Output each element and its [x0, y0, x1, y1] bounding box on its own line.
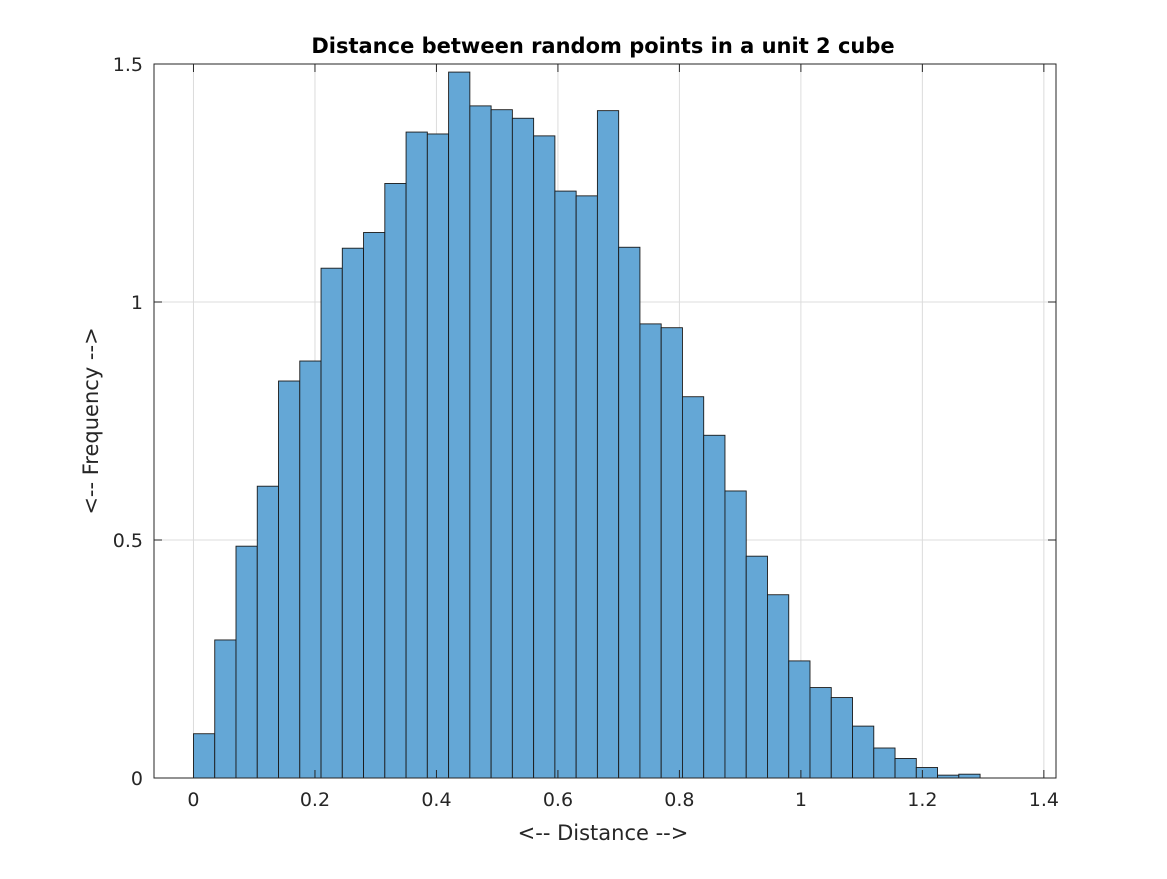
histogram-bar [681, 396, 705, 779]
histogram-bars [193, 71, 981, 779]
y-tick-label: 1.5 [113, 54, 143, 76]
histogram-bar [490, 109, 513, 779]
x-tick-label: 0.4 [421, 789, 451, 811]
histogram-bar [639, 323, 662, 779]
histogram-bar [469, 105, 492, 779]
histogram-bar [554, 190, 577, 779]
histogram-bar [193, 733, 216, 779]
x-tick-label: 1 [795, 789, 807, 811]
histogram-bar [618, 246, 641, 779]
y-tick-label: 0.5 [113, 530, 143, 552]
histogram-bar [426, 133, 450, 779]
x-tick-label: 0.8 [664, 789, 694, 811]
histogram-bar [915, 767, 939, 779]
chart-title: Distance between random points in a unit… [311, 34, 894, 58]
histogram-bar [596, 110, 620, 779]
histogram-bar [341, 247, 365, 779]
y-tick-labels: 0 0.5 1 1.5 [113, 54, 143, 790]
histogram-bar [256, 485, 279, 779]
histogram-bar [448, 71, 471, 779]
y-axis-label: <-- Frequency --> [79, 327, 103, 514]
histogram-bar [745, 555, 768, 779]
x-tick-label: 0.6 [543, 789, 573, 811]
y-tick-label: 1 [131, 292, 143, 314]
histogram-bar [278, 380, 301, 779]
histogram-bar [511, 117, 535, 779]
histogram-bar [320, 267, 343, 779]
histogram-bar [575, 195, 598, 779]
x-axis-label: <-- Distance --> [518, 821, 689, 845]
histogram-bar [873, 747, 896, 779]
axis-ticks [154, 63, 1056, 779]
histogram-bar [405, 131, 428, 779]
histogram-bar [384, 183, 407, 779]
histogram-bar [809, 687, 832, 779]
histogram-bar [533, 135, 556, 779]
histogram-bar [724, 490, 747, 779]
plot-frame [153, 63, 1057, 779]
histogram-bar [703, 434, 726, 779]
histogram-bar [299, 360, 322, 779]
histogram-bar [214, 639, 237, 779]
histogram-bar [830, 697, 853, 779]
x-tick-label: 0.2 [300, 789, 330, 811]
x-tick-label: 0 [187, 789, 199, 811]
x-tick-label: 1.4 [1029, 789, 1059, 811]
histogram-bar [958, 773, 981, 779]
y-tick-label: 0 [131, 768, 143, 790]
x-tick-label: 1.2 [907, 789, 937, 811]
histogram-bar [767, 594, 790, 779]
x-tick-labels: 0 0.2 0.4 0.6 0.8 1 1.2 1.4 [187, 789, 1059, 811]
histogram-bar [363, 232, 386, 779]
histogram-bar [852, 725, 875, 779]
histogram-bar [660, 327, 683, 779]
histogram-bar [235, 545, 258, 779]
histogram-bar [894, 758, 917, 779]
histogram-bar [788, 660, 811, 779]
